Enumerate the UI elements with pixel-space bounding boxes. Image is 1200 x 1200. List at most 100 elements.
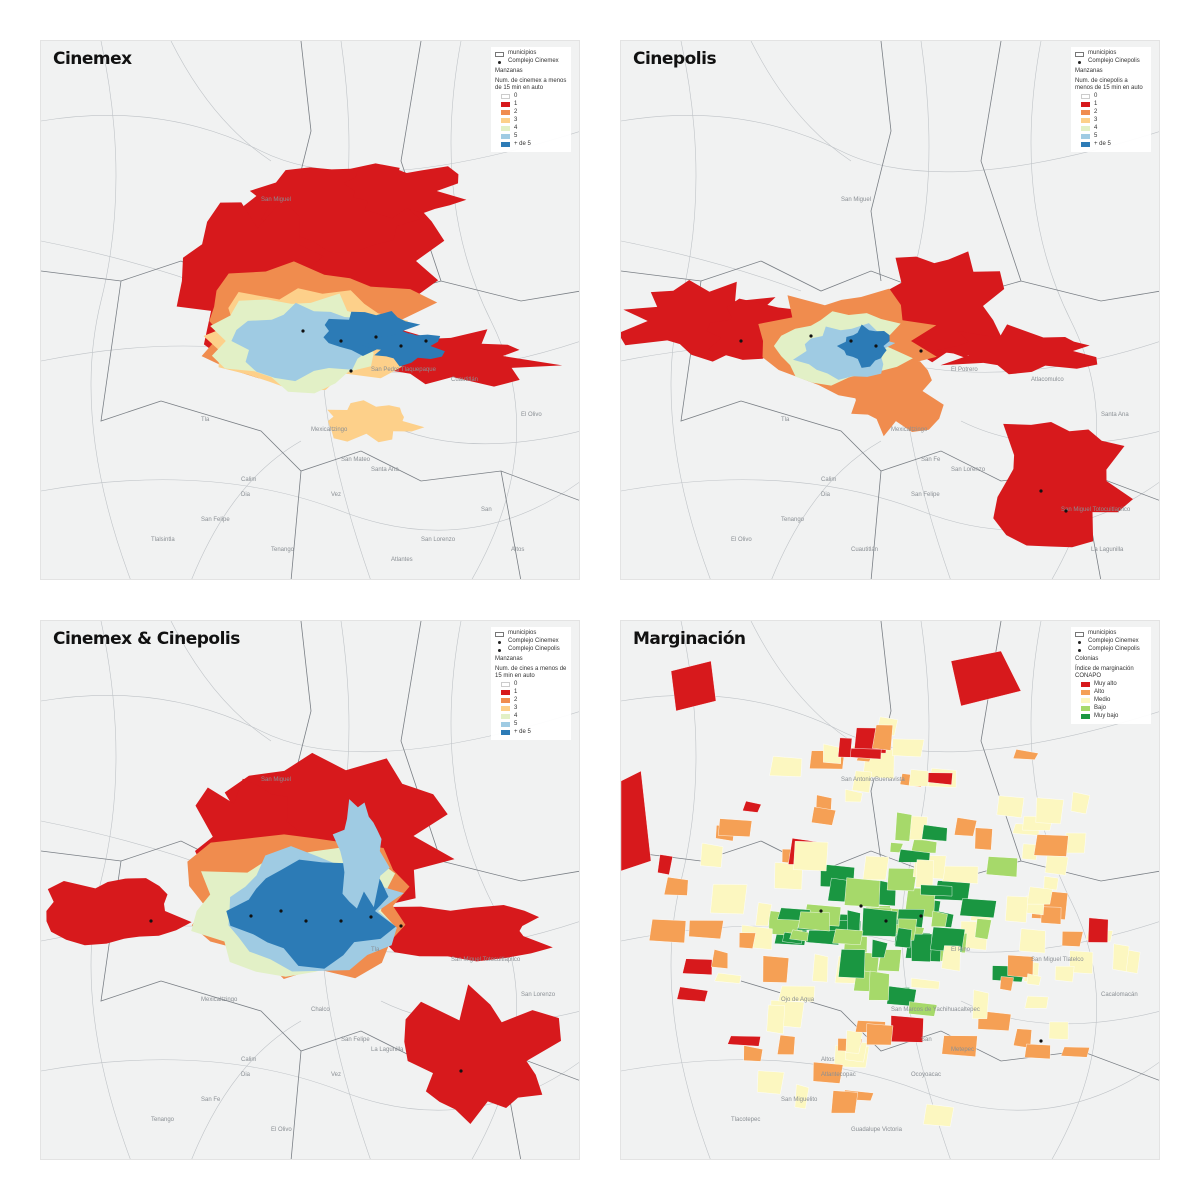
legend-class-label: 0 [1094, 92, 1098, 99]
legend-boundary-label: municipios [1088, 630, 1117, 637]
place-label: Vez [331, 492, 341, 498]
legend-point-label: Complejo Cinepolis [1088, 58, 1140, 65]
colonia-polygon [657, 854, 673, 876]
colonia-polygon [892, 738, 925, 758]
place-label: San Felipe [341, 1037, 370, 1043]
cinema-complex-point [349, 369, 353, 373]
legend-class-label: 4 [514, 124, 518, 131]
place-label: San Mateo [341, 457, 371, 463]
cinema-complex-point [301, 329, 305, 333]
place-label: San Miguelito [781, 1097, 818, 1103]
place-label: El Pino [951, 947, 971, 953]
place-label: San Pedro Tlaquepaque [371, 367, 437, 373]
colonia-polygon [798, 911, 830, 932]
place-label: El Potrero [951, 367, 978, 373]
cinema-points [149, 909, 463, 1073]
place-label: Cuautitlán [851, 547, 878, 553]
legend-point: Complejo Cinepolis [1075, 58, 1147, 66]
boundary-swatch [495, 631, 504, 637]
place-labels: San Miguel Tla Mexicaltzingo Chalco San Feli… [151, 777, 556, 1133]
colonia-polygon [921, 824, 948, 842]
legend-point: Complejo Cinepolis [495, 646, 567, 654]
place-label: San Marcos de Yachihuacaltepec [891, 1007, 980, 1013]
cinema-complex-point [279, 909, 283, 913]
place-label: Guadalupe Victoria [851, 1127, 903, 1133]
access-zone-plus5 [362, 333, 445, 367]
place-label: Tlalsintla [151, 537, 175, 543]
legend-boundary: municipios [495, 50, 567, 58]
place-label: San Lorenzo [421, 537, 456, 543]
place-label: Metepec [951, 1047, 974, 1053]
colonia-polygon [954, 817, 978, 837]
colonia-polygon [1061, 931, 1084, 947]
place-label: Santa Ana [1101, 412, 1129, 418]
place-label: Calim [821, 477, 836, 483]
colonia-polygon [823, 743, 842, 764]
map-panel-marginacion: San Antonio Buenavista El Pino Ojo de Agua… [620, 620, 1160, 1160]
legend-class-item: 3 [495, 705, 567, 713]
legend-class-label: 3 [514, 704, 518, 711]
legend-point: Complejo Cinemex [1075, 638, 1147, 646]
legend-swatch [501, 94, 510, 99]
colonia-polygon [974, 918, 992, 940]
legend-swatch [501, 690, 510, 695]
legend-swatch [1081, 690, 1090, 695]
legend-field-title: Índice de marginación CONAPO [1075, 665, 1134, 680]
place-label: Tla [201, 417, 210, 423]
legend-class-label: + de 5 [514, 728, 531, 735]
legend-swatch [1081, 142, 1090, 147]
legend-boundary: municipios [495, 630, 567, 638]
legend-swatch [1081, 698, 1090, 703]
colonia-polygon [789, 929, 809, 942]
colonia-polygon [714, 972, 742, 984]
colonia-polygon [1070, 791, 1091, 815]
place-label: Mexicaltzingo [311, 427, 348, 433]
legend-swatch [1081, 714, 1090, 719]
colonia-polygon [1087, 917, 1109, 943]
colonia-polygon [700, 842, 724, 868]
place-label: San [921, 1037, 932, 1043]
colonia-polygon [1065, 832, 1087, 854]
cinema-complex-point [859, 904, 863, 908]
colonia-polygon [894, 927, 912, 949]
legend-swatch [1081, 94, 1090, 99]
legend-classes: Muy alto Alto Medio Bajo Muy bajo [1075, 681, 1147, 721]
legend-class-label: 0 [514, 680, 518, 687]
colonia-polygon [972, 989, 989, 1020]
boundary-swatch [495, 51, 504, 57]
colonia-polygon [911, 933, 933, 963]
legend-swatch [501, 102, 510, 107]
colonia-polygon [985, 856, 1018, 878]
colonia-polygon [1018, 928, 1046, 954]
legend-classes: 0 1 2 3 4 5 + de 5 [1075, 93, 1147, 149]
colonia-polygon [670, 660, 717, 712]
cinema-complex-point [884, 919, 888, 923]
colonia-polygon [682, 958, 713, 976]
colonia-polygon [1021, 843, 1039, 861]
legend-swatch [1081, 134, 1090, 139]
cinema-points [301, 329, 428, 373]
panel-title: Cinemex [53, 49, 132, 69]
panel-title: Cinemex & Cinepolis [53, 629, 240, 649]
access-choropleth [46, 752, 561, 1124]
place-label: La Lagunilla [1091, 547, 1124, 553]
legend-class-item: 4 [1075, 125, 1147, 133]
cinema-complex-point [424, 339, 428, 343]
boundary-swatch [1075, 631, 1084, 637]
colonia-polygon [1035, 797, 1064, 825]
colonia-polygon [1012, 749, 1039, 760]
colonia-polygon [1024, 1043, 1051, 1060]
legend-class-item: 0 [1075, 93, 1147, 101]
colonia-polygon [755, 902, 772, 927]
place-label: Tlacotepec [731, 1117, 760, 1123]
legend-class-label: 2 [1094, 108, 1098, 115]
colonia-polygon [727, 1035, 761, 1047]
legend-group-title: Manzanas [495, 656, 523, 662]
place-label: San Antonio Buenavista [841, 777, 905, 783]
colonia-polygon [910, 838, 938, 854]
map-legend: municipios Complejo Cinemex Complejo Cin… [1071, 627, 1151, 724]
map-legend: municipios Complejo Cinemex Complejo Cin… [491, 627, 571, 740]
legend-swatch [501, 126, 510, 131]
colonia-polygon [890, 1015, 924, 1043]
colonia-polygon [711, 949, 729, 969]
